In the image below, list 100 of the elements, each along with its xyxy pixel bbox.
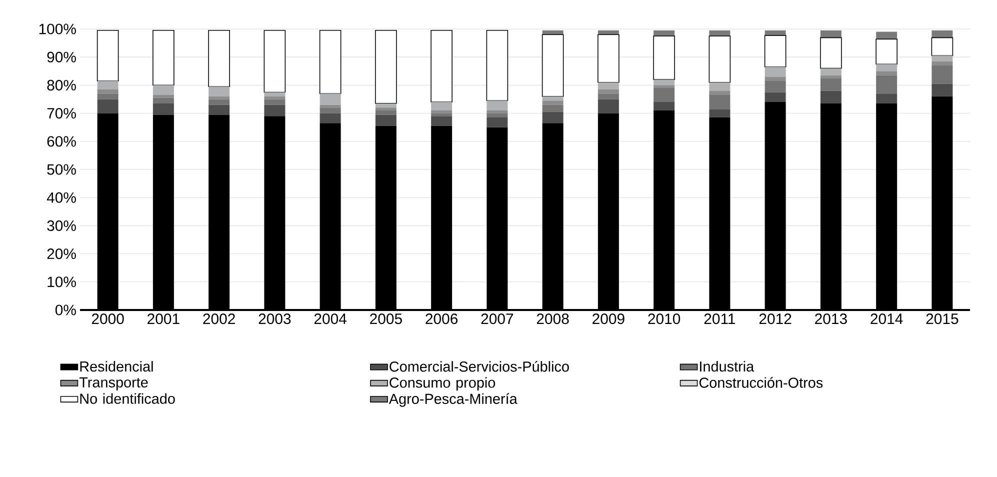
- y-tick-label: 0%: [55, 304, 76, 316]
- bar: [97, 89, 118, 94]
- bar: [208, 86, 230, 96]
- bar: [932, 84, 953, 96]
- bar: [876, 64, 898, 72]
- bar: [876, 75, 898, 94]
- y-tick-label: 30%: [47, 220, 76, 231]
- legend-label: Construcción-Otros: [699, 377, 823, 388]
- bar: [430, 30, 452, 102]
- bar: [764, 80, 786, 92]
- bar: [709, 109, 730, 118]
- x-tick-label: 2008: [536, 314, 569, 324]
- bar: [320, 113, 341, 124]
- bar: [208, 30, 230, 87]
- bar: [820, 37, 842, 69]
- x-tick-label: 2005: [370, 314, 402, 324]
- x-tick-label: 2001: [148, 314, 180, 324]
- bar: [431, 116, 452, 126]
- bar: [654, 88, 675, 102]
- bar: [486, 30, 508, 102]
- bar: [320, 108, 341, 114]
- bar: [96, 30, 119, 82]
- x-tick-label: 2014: [870, 314, 903, 324]
- bar: [97, 99, 118, 114]
- bar: [264, 30, 286, 93]
- x-tick-label: 2009: [592, 314, 624, 324]
- legend-label: Transporte: [79, 377, 148, 390]
- bar: [152, 98, 174, 104]
- bar: [319, 30, 342, 94]
- bar: [375, 114, 396, 126]
- y-tick-label: 80%: [47, 80, 76, 90]
- legend-label: Consumo propio: [390, 377, 496, 391]
- y-tick-label: 90%: [47, 52, 76, 62]
- bar: [152, 103, 174, 115]
- bar: [932, 66, 953, 84]
- bar: [820, 90, 842, 104]
- bar: [932, 56, 953, 62]
- bar: [654, 80, 675, 86]
- x-tick-label: 2011: [704, 314, 736, 324]
- x-tick-label: 2012: [759, 314, 792, 324]
- bar: [152, 85, 174, 96]
- bar: [97, 80, 118, 90]
- x-tick-label: 2003: [258, 314, 291, 324]
- legend-label: Comercial-Servicios-Público: [390, 360, 569, 372]
- bar: [932, 61, 953, 66]
- x-tick-label: 2013: [815, 314, 847, 324]
- bar: [653, 36, 675, 80]
- bar: [820, 78, 842, 91]
- bar: [431, 110, 452, 114]
- bar: [542, 104, 564, 112]
- x-tick-label: 2002: [203, 314, 235, 324]
- bar: [598, 89, 619, 94]
- bar: [598, 82, 619, 90]
- bar: [708, 36, 731, 83]
- bar: [320, 94, 341, 105]
- bar: [542, 100, 564, 105]
- bar: [598, 94, 619, 100]
- bar: [486, 110, 508, 114]
- bar: [764, 66, 786, 77]
- bar: [876, 38, 898, 65]
- bar: [264, 99, 286, 105]
- y-tick-label: 100%: [39, 24, 76, 34]
- bar: [264, 92, 286, 96]
- x-tick-label: 2004: [314, 314, 346, 324]
- legend-label: Industria: [700, 361, 754, 372]
- bar: [764, 92, 786, 102]
- bar: [375, 103, 396, 108]
- bar: [208, 99, 230, 105]
- bar: [820, 68, 842, 76]
- bar: [931, 37, 954, 56]
- bar: [598, 34, 620, 83]
- bar: [709, 90, 730, 96]
- bar: [876, 71, 898, 76]
- x-tick-label: 2007: [481, 314, 514, 324]
- bar: [486, 100, 508, 110]
- bar: [876, 94, 898, 104]
- bar: [264, 104, 286, 116]
- y-tick-label: 40%: [46, 192, 76, 203]
- bar: [654, 102, 675, 110]
- bar: [152, 95, 174, 98]
- y-tick-label: 70%: [47, 108, 76, 119]
- bar: [598, 99, 619, 114]
- x-tick-label: 2006: [426, 314, 458, 324]
- legend-label: Agro-Pesca-Minería: [388, 393, 518, 407]
- bar: [375, 108, 396, 110]
- bar: [820, 30, 842, 38]
- bar: [486, 113, 508, 118]
- bar: [152, 30, 174, 86]
- bar: [542, 96, 564, 101]
- bar: [764, 35, 786, 68]
- bar: [764, 76, 786, 81]
- bar: [654, 85, 675, 88]
- bar: [542, 112, 564, 124]
- bar: [97, 94, 118, 100]
- bar: [542, 34, 564, 97]
- bar: [709, 82, 730, 91]
- y-tick-label: 60%: [47, 136, 76, 147]
- y-tick-label: 50%: [47, 164, 76, 175]
- bar: [486, 118, 508, 128]
- x-tick-label: 2015: [926, 314, 958, 324]
